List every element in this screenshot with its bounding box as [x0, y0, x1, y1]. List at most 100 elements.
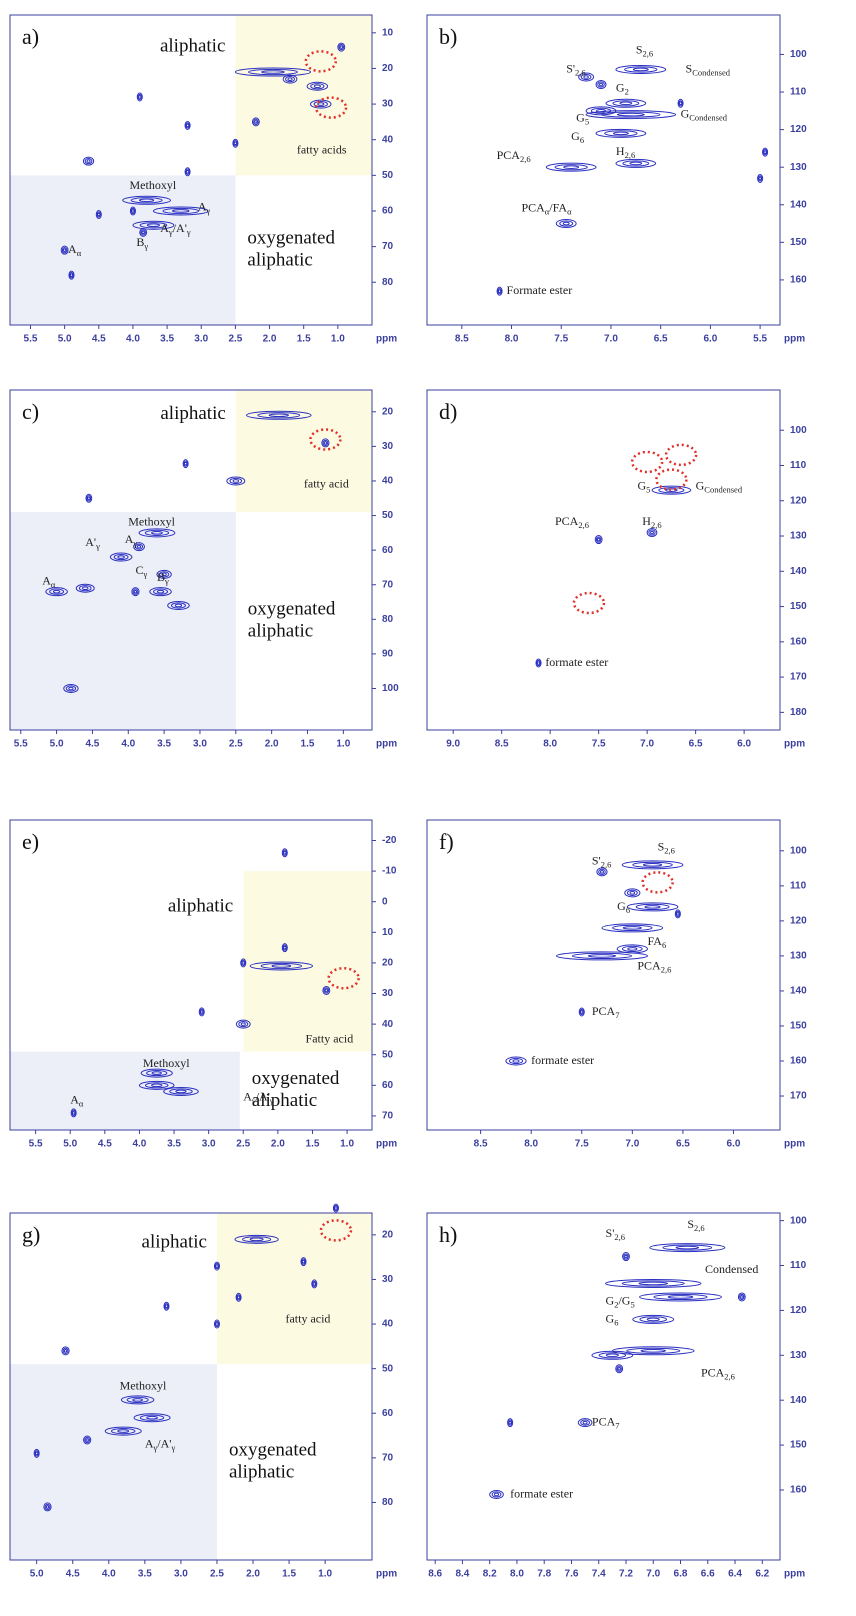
contour-ring — [184, 120, 191, 130]
x-tick-label: 6.8 — [674, 1569, 688, 1580]
contour-ring — [167, 600, 190, 610]
peak — [677, 98, 684, 108]
contour-ring — [300, 1257, 307, 1267]
annotation: Methoxyl — [130, 178, 177, 192]
contour-ring — [95, 210, 102, 220]
contour-ring — [248, 68, 298, 76]
panel-label: g) — [22, 1222, 40, 1247]
contour-ring — [301, 1259, 306, 1264]
annotation: S'2,6 — [606, 1226, 625, 1242]
highlight — [572, 591, 606, 615]
x-tick-label: 2.0 — [271, 1139, 285, 1150]
peak — [138, 1080, 175, 1090]
x-tick-label: 7.2 — [619, 1569, 633, 1580]
annotation-subscript: γ — [164, 576, 169, 586]
contour-ring — [597, 81, 605, 88]
annotation-subscript: γ — [186, 227, 191, 237]
x-tick-label: 6.2 — [755, 1569, 769, 1580]
contour-ring — [601, 923, 664, 933]
contour-ring — [677, 98, 684, 108]
contour-ring — [283, 850, 287, 855]
annotation-text: S' — [566, 61, 575, 75]
annotation-subscript: 6 — [626, 905, 630, 915]
x-tick-label: 6.6 — [701, 1569, 715, 1580]
annotation-subscript: γ — [269, 1096, 274, 1106]
x-tick-label: 4.0 — [102, 1569, 116, 1580]
contour-ring — [122, 195, 172, 205]
panel: 8.5 8.0 7.5 7.0 6.5 6.0 ppm 100 110 120 130 140 150 1… — [426, 819, 807, 1150]
annotation-text: S — [686, 61, 693, 75]
annotation-subscript: 2,6 — [520, 154, 531, 164]
contour-ring — [241, 961, 245, 965]
contour-ring — [198, 1007, 205, 1017]
contour-ring — [644, 905, 661, 909]
panel: 5.0 4.5 4.0 3.5 3.0 2.5 2.0 1.5 1.0 ppm 20 30 40 50 60… — [9, 1203, 397, 1580]
y-tick-label: 160 — [790, 636, 807, 647]
contour-ring — [132, 1398, 144, 1402]
peak — [198, 1007, 205, 1017]
peak — [136, 92, 143, 102]
contour-ring — [234, 67, 312, 77]
contour-ring — [512, 1059, 520, 1063]
contour-ring — [739, 1293, 745, 1301]
y-tick-label: 20 — [382, 958, 394, 969]
contour-ring — [63, 1349, 68, 1353]
x-tick-label: 2.5 — [228, 334, 242, 345]
y-tick-label: 180 — [790, 707, 807, 718]
annotation: fatty acid — [285, 1311, 330, 1325]
contour-ring — [322, 439, 329, 447]
peak — [601, 923, 664, 933]
annotation: Methoxyl — [128, 514, 175, 528]
peak — [120, 1395, 155, 1405]
contour-ring — [156, 589, 165, 594]
contour-ring — [151, 1083, 163, 1088]
peak — [281, 943, 288, 953]
annotation-text: G — [637, 478, 646, 492]
contour-ring — [616, 944, 648, 954]
contour-ring — [136, 92, 143, 102]
contour-ring — [496, 286, 503, 296]
contour-ring — [234, 1234, 279, 1244]
peak — [577, 1418, 593, 1428]
contour-ring — [156, 569, 172, 579]
contour-ring — [144, 1082, 169, 1089]
contour-ring — [605, 98, 647, 108]
contour-ring — [599, 870, 604, 874]
contour-ring — [261, 70, 285, 74]
contour-ring — [571, 952, 633, 960]
annotation-subscript: α — [79, 1099, 84, 1109]
contour-ring — [235, 1292, 242, 1302]
peak — [591, 1350, 634, 1360]
annotation: G5 — [637, 478, 650, 494]
annotation-text: S — [658, 839, 665, 853]
annotation: PCA2,6 — [637, 958, 671, 974]
contour-ring — [242, 1236, 272, 1243]
y-tick-label: 70 — [382, 579, 394, 590]
contour-ring — [163, 1301, 170, 1311]
annotation-subscript: α — [545, 206, 550, 216]
contour-ring — [665, 488, 678, 492]
peak — [139, 227, 148, 237]
peak — [596, 867, 608, 877]
contour-ring — [141, 230, 145, 235]
y-tick-label: 90 — [382, 649, 394, 660]
region-label: aliphatic — [142, 1232, 207, 1253]
peak — [213, 1261, 220, 1271]
peak — [646, 527, 658, 537]
x-tick-label: 2.0 — [265, 739, 279, 750]
contour-ring — [109, 552, 133, 562]
contour-ring — [595, 536, 602, 543]
highlight — [319, 1219, 353, 1242]
x-tick-label: 1.5 — [297, 334, 311, 345]
contour-ring — [138, 95, 142, 99]
peak — [322, 985, 331, 995]
contour-ring — [648, 529, 656, 536]
annotation: S2,6 — [658, 839, 675, 855]
contour-ring — [622, 160, 650, 167]
peak — [226, 476, 246, 486]
x-tick-label: 6.0 — [727, 1139, 741, 1150]
annotation: S'2,6 — [566, 61, 585, 77]
peak — [595, 128, 647, 138]
contour-ring — [133, 542, 145, 552]
y-tick-label: 60 — [382, 1080, 394, 1091]
